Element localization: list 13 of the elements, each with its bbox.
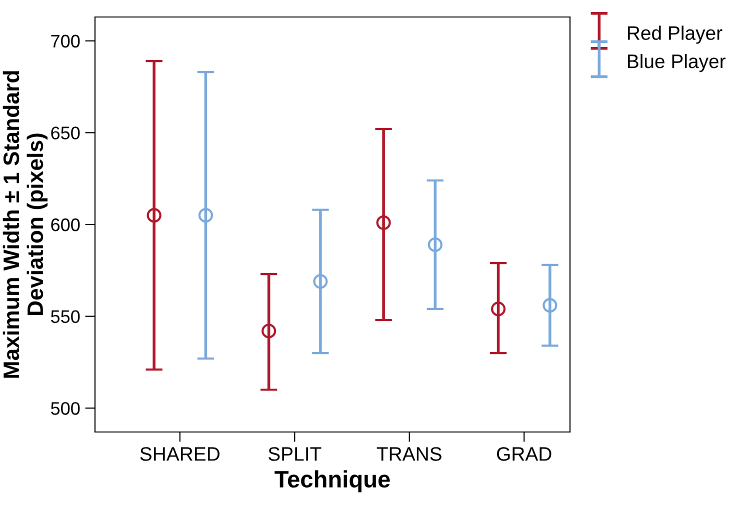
y-tick-label: 700: [51, 34, 80, 48]
x-axis-title: Technique: [274, 470, 390, 492]
y-tick-label: 650: [51, 126, 80, 140]
y-tick-label: 550: [51, 310, 80, 324]
y-axis-title: Maximum Width ± 1 Standard Deviation (pixels): [2, 71, 48, 378]
x-tick-label: SHARED: [140, 447, 220, 461]
x-tick-label: SPLIT: [268, 447, 322, 461]
x-tick-label: GRAD: [496, 447, 552, 461]
y-tick-label: 500: [51, 402, 80, 415]
legend-label: Red Player: [628, 26, 722, 44]
y-tick-label: 600: [51, 218, 80, 232]
x-tick-label: TRANS: [376, 447, 442, 461]
legend-label: Blue Player: [628, 54, 726, 72]
